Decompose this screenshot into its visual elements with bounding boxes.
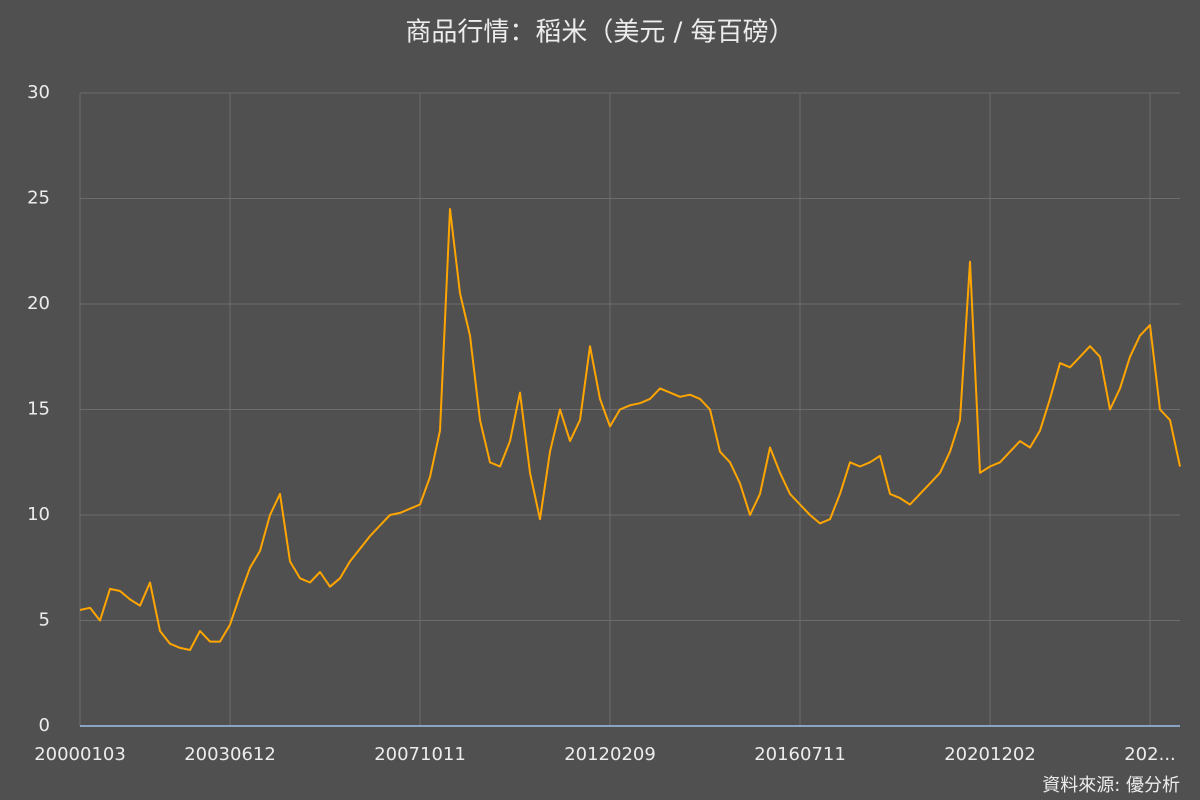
source-note: 資料來源: 優分析	[1042, 775, 1180, 796]
y-tick-label: 5	[39, 610, 50, 631]
y-tick-label: 20	[27, 293, 50, 314]
chart-title: 商品行情：稻米（美元 / 每百磅）	[405, 18, 794, 48]
x-tick-label: 20030612	[184, 744, 276, 765]
x-tick-label: 202...	[1124, 744, 1176, 765]
y-tick-label: 0	[39, 715, 50, 736]
price-line	[79, 208, 1181, 651]
y-tick-label: 10	[27, 504, 50, 525]
y-tick-label: 25	[27, 188, 50, 209]
x-tick-label: 20120209	[564, 744, 656, 765]
y-tick-label: 15	[27, 399, 50, 420]
x-tick-label: 20071011	[374, 744, 466, 765]
x-tick-label: 20000103	[34, 744, 126, 765]
y-tick-label: 30	[27, 82, 50, 103]
x-tick-label: 20160711	[754, 744, 846, 765]
x-tick-label: 20201202	[944, 744, 1036, 765]
